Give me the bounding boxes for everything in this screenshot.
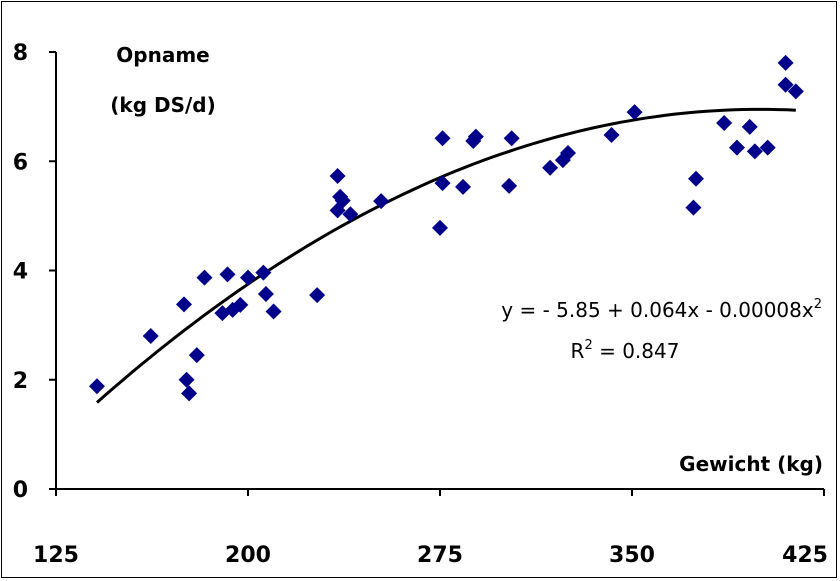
data-point bbox=[746, 143, 763, 160]
x-tick-label: 275 bbox=[417, 543, 463, 568]
x-tick-label: 425 bbox=[782, 543, 828, 568]
y-tick-label: 4 bbox=[13, 260, 28, 285]
data-point bbox=[685, 199, 702, 216]
data-point bbox=[178, 371, 195, 388]
data-point bbox=[257, 285, 274, 302]
data-point bbox=[142, 328, 159, 345]
data-point bbox=[432, 219, 448, 236]
data-point bbox=[88, 378, 105, 395]
data-point bbox=[759, 139, 776, 156]
y-axis-title-line2: (kg DS/d) bbox=[110, 93, 216, 117]
data-point bbox=[342, 206, 359, 223]
data-point bbox=[603, 127, 620, 144]
y-axis-title-line1: Opname bbox=[116, 43, 209, 67]
y-tick-label: 0 bbox=[13, 478, 28, 503]
data-point bbox=[188, 347, 205, 364]
ticks: 0 2 4 6 8 125 200 275 350 425 bbox=[13, 41, 828, 568]
data-point bbox=[240, 269, 256, 286]
data-point bbox=[626, 104, 643, 121]
data-point bbox=[255, 264, 272, 281]
data-point bbox=[329, 167, 346, 184]
data-point bbox=[181, 385, 198, 402]
data-point bbox=[467, 128, 484, 145]
trendline bbox=[96, 107, 796, 404]
y-tick-label: 6 bbox=[13, 150, 28, 175]
data-point bbox=[716, 115, 733, 132]
y-tick-label: 2 bbox=[13, 369, 28, 394]
data-point bbox=[434, 175, 451, 192]
data-point bbox=[219, 266, 236, 283]
regression-equation: y = - 5.85 + 0.064x - 0.00008x2 bbox=[501, 297, 822, 322]
data-points bbox=[88, 54, 804, 402]
axes bbox=[55, 52, 824, 490]
r-squared-value: = 0.847 bbox=[593, 339, 680, 363]
r-squared-prefix: R bbox=[571, 339, 585, 363]
r-squared-exponent: 2 bbox=[584, 338, 592, 353]
data-point bbox=[728, 139, 745, 156]
equation-main: y = - 5.85 + 0.064x - 0.00008x bbox=[501, 298, 814, 322]
data-point bbox=[176, 296, 192, 313]
data-point bbox=[777, 54, 794, 71]
data-point bbox=[196, 269, 213, 286]
data-point bbox=[434, 130, 451, 147]
x-axis-title: Gewicht (kg) bbox=[679, 452, 823, 476]
data-point bbox=[542, 159, 559, 176]
data-point bbox=[787, 83, 804, 100]
data-point bbox=[373, 193, 390, 210]
data-point bbox=[777, 76, 794, 93]
data-point bbox=[560, 145, 576, 162]
x-tick-label: 350 bbox=[609, 543, 655, 568]
x-tick-label: 200 bbox=[225, 543, 271, 568]
data-point bbox=[503, 130, 520, 147]
data-point bbox=[232, 296, 249, 313]
data-point bbox=[688, 170, 704, 187]
data-point bbox=[334, 192, 351, 209]
r-squared: R2 = 0.847 bbox=[571, 338, 680, 363]
x-tick-label: 125 bbox=[33, 543, 79, 568]
data-point bbox=[455, 178, 472, 195]
equation-exponent: 2 bbox=[814, 297, 822, 312]
data-point bbox=[501, 177, 518, 194]
y-tick-label: 8 bbox=[13, 41, 28, 66]
data-point bbox=[309, 287, 326, 304]
data-point bbox=[265, 303, 282, 320]
data-point bbox=[741, 118, 758, 135]
